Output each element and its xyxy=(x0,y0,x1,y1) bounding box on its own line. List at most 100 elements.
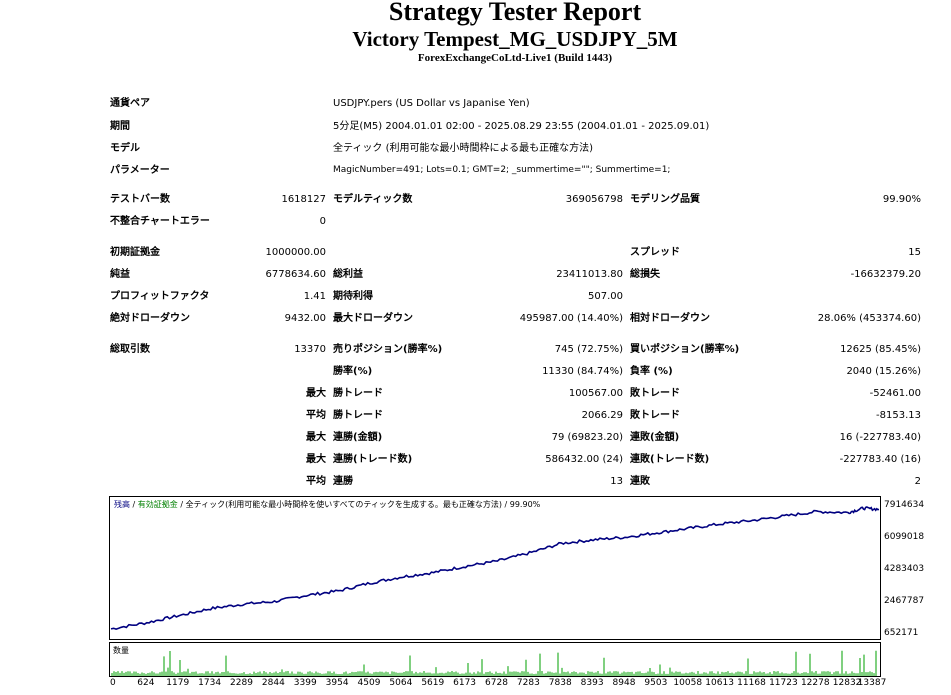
y-tick-label: 7914634 xyxy=(884,500,925,510)
x-tick-label: 4509 xyxy=(357,678,381,688)
loss-label: 負率 (%) xyxy=(630,366,673,377)
x-tick-label: 7283 xyxy=(516,678,540,688)
max-label-3: 最大 xyxy=(306,454,326,465)
x-tick-label: 11723 xyxy=(769,678,798,688)
cons-win-money-value: 79 (69823.20) xyxy=(551,432,623,443)
x-tick-label: 12832 xyxy=(832,678,862,688)
avg-loss-streak-value: 2 xyxy=(914,476,921,487)
report-title: Strategy Tester Report xyxy=(388,0,642,26)
largest-win-value: 100567.00 xyxy=(568,388,623,399)
win-value: 11330 (84.74%) xyxy=(542,366,623,377)
model-value: 全ティック (利用可能な最小時間枠による最も正確な方法) xyxy=(333,143,594,154)
max-dd-label: 最大ドローダウン xyxy=(333,313,413,324)
gross-loss-label: 総損失 xyxy=(630,269,660,280)
trades-label: 総取引数 xyxy=(110,344,150,355)
bars-value: 1618127 xyxy=(281,194,326,205)
cons-win-count-value: 586432.00 (24) xyxy=(545,454,623,465)
cons-loss-money-label: 連敗(金額) xyxy=(630,432,680,443)
y-tick-label: 6099018 xyxy=(884,532,925,542)
deposit-label: 初期証拠金 xyxy=(110,247,160,258)
x-tick-label: 10613 xyxy=(705,678,734,688)
cons-win-count-label: 連勝(トレード数) xyxy=(333,454,413,465)
balance-chart xyxy=(109,496,881,640)
spread-value: 15 xyxy=(908,247,921,258)
trades-value: 13370 xyxy=(294,344,326,355)
avg-win-label: 勝トレード xyxy=(333,410,383,421)
x-tick-label: 6173 xyxy=(453,678,477,688)
y-tick-label: 4283403 xyxy=(884,564,925,574)
params-label: パラメーター xyxy=(110,165,170,176)
abs-dd-label: 絶対ドローダウン xyxy=(110,313,190,324)
net-label: 純益 xyxy=(110,269,130,280)
max-label-1: 最大 xyxy=(306,388,326,399)
avg-win-streak-label: 連勝 xyxy=(333,476,353,487)
x-tick-label: 5064 xyxy=(389,678,413,688)
x-tick-label: 10058 xyxy=(673,678,703,688)
legend-equity: 有効証拠金 xyxy=(137,500,178,509)
y-tick-label: 652171 xyxy=(884,628,919,638)
spread-label: スプレッド xyxy=(630,247,680,258)
avg-win-value: 2066.29 xyxy=(581,410,623,421)
short-label: 売りポジション(勝率%) xyxy=(333,344,443,355)
expected-value: 507.00 xyxy=(588,291,623,302)
long-value: 12625 (85.45%) xyxy=(840,344,921,355)
cons-win-money-label: 連勝(金額) xyxy=(333,432,383,443)
y-tick-label: 2467787 xyxy=(884,596,925,606)
errors-label: 不整合チャートエラー xyxy=(110,216,210,227)
largest-loss-label: 敗トレード xyxy=(630,388,680,399)
win-label: 勝率(%) xyxy=(333,366,373,377)
x-tick-label: 1179 xyxy=(166,678,190,688)
avg-loss-streak-label: 連敗 xyxy=(630,476,650,487)
avg-label-1: 平均 xyxy=(306,410,326,421)
report-subtitle: Victory Tempest_MG_USDJPY_5M xyxy=(352,27,678,51)
legend-quality: 99.90% xyxy=(509,500,541,509)
ticks-value: 369056798 xyxy=(565,194,623,205)
max-dd-value: 495987.00 (14.40%) xyxy=(519,313,623,324)
period-label: 期間 xyxy=(110,121,130,132)
x-tick-label: 11168 xyxy=(737,678,766,688)
x-tick-label: 0 xyxy=(110,678,116,688)
quality-value: 99.90% xyxy=(882,194,921,205)
cons-loss-count-value: -227783.40 (16) xyxy=(839,454,921,465)
server-build: ForexExchangeCoLtd-Live1 (Build 1443) xyxy=(417,52,613,64)
legend-model: 全ティック(利用可能な最小時間枠を使いすべてのティックを生成する。最も正確な方法… xyxy=(185,500,502,509)
x-tick-label: 2844 xyxy=(261,678,285,688)
balance-chart-svg xyxy=(110,506,880,630)
avg-win-streak-value: 13 xyxy=(610,476,623,487)
rel-dd-value: 28.06% (453374.60) xyxy=(817,313,921,324)
chart-legend: 残高 / 有効証拠金 / 全ティック(利用可能な最小時間枠を使いすべてのティック… xyxy=(114,500,541,509)
x-tick-label: 624 xyxy=(137,678,155,688)
loss-value: 2040 (15.26%) xyxy=(846,366,921,377)
x-tick-label: 7838 xyxy=(548,678,572,688)
ticks-label: モデルティック数 xyxy=(333,194,413,205)
volume-chart xyxy=(109,642,881,677)
x-tick-label: 5619 xyxy=(421,678,445,688)
x-tick-label: 13387 xyxy=(857,678,887,688)
avg-label-2: 平均 xyxy=(306,476,326,487)
net-value: 6778634.60 xyxy=(265,269,326,280)
avg-loss-value: -8153.13 xyxy=(876,410,921,421)
x-tick-label: 2289 xyxy=(230,678,253,688)
params-value: MagicNumber=491; Lots=0.1; GMT=2; _summe… xyxy=(333,165,671,175)
max-label-2: 最大 xyxy=(306,432,326,443)
x-tick-label: 12278 xyxy=(800,678,830,688)
period-value: 5分足(M5) 2004.01.01 02:00 - 2025.08.29 23… xyxy=(333,121,710,132)
model-label: モデル xyxy=(110,143,140,154)
short-value: 745 (72.75%) xyxy=(554,344,623,355)
legend-balance: 残高 xyxy=(114,500,130,509)
deposit-value: 1000000.00 xyxy=(265,247,326,258)
pf-value: 1.41 xyxy=(303,291,326,302)
x-tick-label: 9503 xyxy=(644,678,668,688)
bars-label: テストバー数 xyxy=(110,194,170,205)
x-tick-label: 8393 xyxy=(580,678,604,688)
rel-dd-label: 相対ドローダウン xyxy=(630,313,710,324)
expected-label: 期待利得 xyxy=(333,291,373,302)
gross-profit-value: 23411013.80 xyxy=(556,269,623,280)
avg-loss-label: 敗トレード xyxy=(630,410,680,421)
gross-loss-value: -16632379.20 xyxy=(850,269,921,280)
gross-profit-label: 総利益 xyxy=(333,269,363,280)
symbol-value: USDJPY.pers (US Dollar vs Japanise Yen) xyxy=(333,98,530,109)
cons-loss-count-label: 連敗(トレード数) xyxy=(630,454,710,465)
cons-loss-money-value: 16 (-227783.40) xyxy=(839,432,921,443)
x-tick-label: 3954 xyxy=(325,678,349,688)
